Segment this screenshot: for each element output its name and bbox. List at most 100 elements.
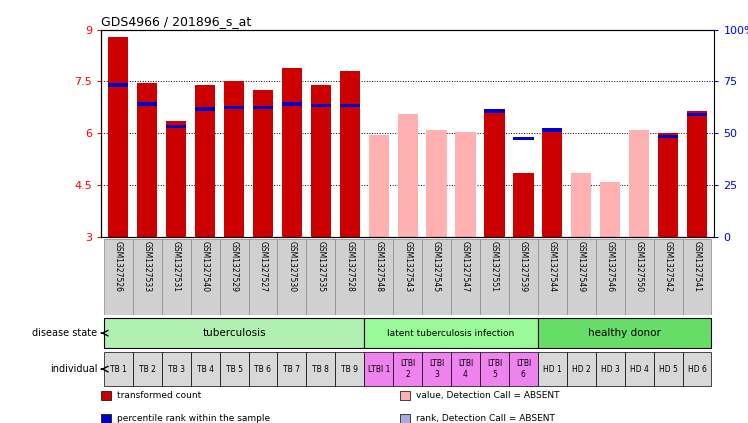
Bar — [340, 71, 360, 237]
Bar — [513, 137, 533, 140]
Bar — [538, 318, 711, 348]
Text: LTBI
3: LTBI 3 — [429, 360, 444, 379]
Bar — [340, 104, 360, 107]
Text: GSM1327540: GSM1327540 — [200, 241, 209, 292]
Bar — [335, 239, 364, 315]
Text: GSM1327548: GSM1327548 — [374, 241, 383, 292]
Text: TB 2: TB 2 — [139, 365, 156, 374]
Text: TB 8: TB 8 — [313, 365, 329, 374]
Bar — [364, 318, 538, 348]
Bar — [166, 121, 186, 237]
Text: GSM1327550: GSM1327550 — [634, 241, 643, 292]
Bar — [108, 36, 129, 237]
Bar — [104, 239, 133, 315]
Bar — [687, 111, 707, 237]
Bar — [397, 114, 418, 237]
Text: transformed count: transformed count — [117, 391, 201, 400]
Bar — [195, 85, 215, 237]
Text: TB 9: TB 9 — [341, 365, 358, 374]
Bar — [509, 239, 538, 315]
Bar — [220, 352, 248, 386]
Bar — [253, 90, 273, 237]
Text: TB 1: TB 1 — [110, 365, 126, 374]
Bar — [364, 352, 393, 386]
Text: GSM1327535: GSM1327535 — [316, 241, 325, 292]
Bar — [542, 128, 562, 132]
Text: latent tuberculosis infection: latent tuberculosis infection — [387, 329, 515, 338]
Text: HD 4: HD 4 — [630, 365, 649, 374]
Bar — [658, 135, 678, 138]
Bar — [625, 352, 654, 386]
Bar — [480, 239, 509, 315]
Text: healthy donor: healthy donor — [588, 328, 661, 338]
Text: TB 7: TB 7 — [283, 365, 301, 374]
Bar — [654, 352, 682, 386]
Bar — [248, 352, 278, 386]
Bar — [451, 239, 480, 315]
Text: value, Detection Call = ABSENT: value, Detection Call = ABSENT — [416, 391, 560, 400]
Bar — [595, 239, 625, 315]
Bar — [166, 125, 186, 128]
Text: GSM1327547: GSM1327547 — [461, 241, 470, 292]
Bar — [480, 352, 509, 386]
Text: HD 6: HD 6 — [687, 365, 706, 374]
Bar — [278, 352, 307, 386]
Text: GSM1327545: GSM1327545 — [432, 241, 441, 292]
Bar — [224, 106, 244, 109]
Text: percentile rank within the sample: percentile rank within the sample — [117, 414, 270, 423]
Text: individual: individual — [49, 364, 97, 374]
Text: LTBI
2: LTBI 2 — [400, 360, 415, 379]
Bar — [162, 239, 191, 315]
Bar — [108, 83, 129, 87]
Bar — [307, 352, 335, 386]
Text: disease state: disease state — [32, 328, 97, 338]
Bar — [282, 68, 302, 237]
Text: TB 4: TB 4 — [197, 365, 214, 374]
Text: TB 5: TB 5 — [226, 365, 242, 374]
Text: GSM1327539: GSM1327539 — [519, 241, 528, 292]
Bar — [595, 352, 625, 386]
Bar — [426, 130, 447, 237]
Text: LTBI 1: LTBI 1 — [367, 365, 390, 374]
Text: GSM1327531: GSM1327531 — [172, 241, 181, 292]
Text: GDS4966 / 201896_s_at: GDS4966 / 201896_s_at — [101, 16, 251, 28]
Bar — [137, 83, 157, 237]
Bar — [538, 239, 567, 315]
Text: GSM1327530: GSM1327530 — [287, 241, 296, 292]
Bar — [658, 133, 678, 237]
Text: GSM1327542: GSM1327542 — [663, 241, 672, 292]
Text: HD 3: HD 3 — [601, 365, 619, 374]
Bar — [542, 132, 562, 237]
Text: tuberculosis: tuberculosis — [202, 328, 266, 338]
Text: GSM1327527: GSM1327527 — [259, 241, 268, 292]
Bar — [282, 102, 302, 106]
Text: GSM1327533: GSM1327533 — [143, 241, 152, 292]
Bar — [335, 352, 364, 386]
Bar — [224, 81, 244, 237]
Bar — [220, 239, 248, 315]
Bar — [571, 173, 592, 237]
Bar — [629, 130, 649, 237]
Bar — [195, 107, 215, 111]
Text: GSM1327528: GSM1327528 — [346, 241, 355, 292]
Text: GSM1327529: GSM1327529 — [230, 241, 239, 292]
Bar — [538, 352, 567, 386]
Bar — [307, 239, 335, 315]
Bar — [253, 106, 273, 109]
Text: TB 3: TB 3 — [168, 365, 185, 374]
Text: rank, Detection Call = ABSENT: rank, Detection Call = ABSENT — [416, 414, 555, 423]
Text: HD 5: HD 5 — [658, 365, 678, 374]
Bar — [682, 239, 711, 315]
Bar — [625, 239, 654, 315]
Bar — [513, 173, 533, 237]
Text: GSM1327544: GSM1327544 — [548, 241, 557, 292]
Bar — [484, 111, 505, 237]
Bar — [310, 85, 331, 237]
Bar — [682, 352, 711, 386]
Text: LTBI
5: LTBI 5 — [487, 360, 502, 379]
Text: GSM1327549: GSM1327549 — [577, 241, 586, 292]
Bar — [654, 239, 682, 315]
Bar — [248, 239, 278, 315]
Bar — [369, 135, 389, 237]
Text: GSM1327551: GSM1327551 — [490, 241, 499, 292]
